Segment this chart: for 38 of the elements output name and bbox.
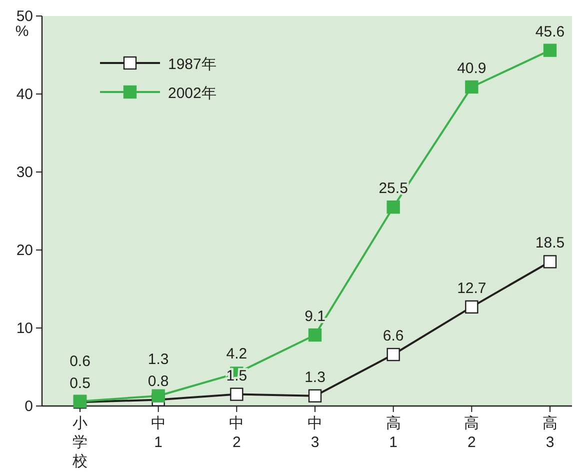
data-label: 4.2 — [226, 345, 248, 362]
data-label: 0.8 — [148, 372, 169, 390]
y-axis-title: % — [15, 23, 29, 40]
point — [230, 388, 244, 401]
point — [465, 300, 478, 314]
y-tick-label: 0 — [24, 398, 33, 415]
x-tick-label: 中3 — [308, 415, 322, 451]
data-label: 12.7 — [457, 280, 486, 297]
x-tick-label: 高2 — [464, 415, 480, 451]
point — [308, 328, 322, 342]
x-tick-label: 高1 — [386, 415, 401, 451]
point — [543, 255, 557, 268]
point — [386, 200, 400, 214]
point — [386, 348, 400, 362]
y-tick-label: 20 — [16, 242, 33, 259]
y-tick-label: 40 — [16, 86, 33, 103]
legend-label: 1987年 — [168, 56, 216, 73]
y-tick-label: 50 — [16, 8, 33, 25]
y-tick-label: 30 — [16, 164, 33, 181]
data-label: 9.1 — [304, 308, 326, 326]
point — [152, 389, 165, 402]
x-tick-label: 小学校 — [72, 415, 88, 470]
data-label: 6.6 — [382, 328, 404, 345]
data-label: 45.6 — [535, 23, 565, 40]
data-label: 18.5 — [535, 234, 565, 252]
x-tick-label: 中2 — [229, 415, 244, 451]
data-label: 1.3 — [304, 368, 326, 386]
x-tick-label: 中1 — [150, 415, 166, 451]
data-label: 1.3 — [148, 350, 169, 368]
x-tick-label: 高3 — [542, 415, 558, 451]
legend-label: 2002年 — [168, 85, 216, 102]
data-label: 0.5 — [70, 375, 90, 392]
data-label: 40.9 — [457, 60, 486, 77]
data-label: 0.6 — [70, 353, 90, 370]
y-tick-label: 10 — [16, 320, 33, 337]
point — [465, 80, 478, 94]
point — [308, 389, 322, 402]
point — [543, 44, 557, 57]
